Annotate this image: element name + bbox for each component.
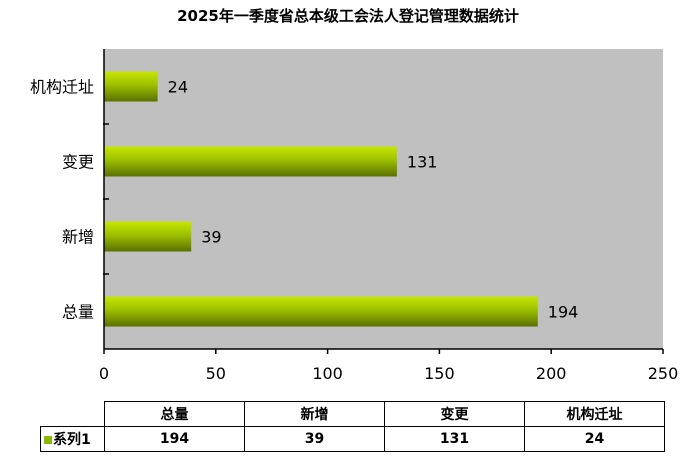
bar-0 <box>104 296 538 327</box>
x-tick-label: 50 <box>206 364 226 383</box>
data-label: 24 <box>168 78 188 97</box>
data-table-row: 系列1 194 39 131 24 <box>40 426 665 452</box>
category-label: 机构迁址 <box>30 78 94 97</box>
data-table-header: 总量 <box>104 401 245 427</box>
data-table-row-label: 系列1 <box>40 426 105 452</box>
data-table-header: 机构迁址 <box>524 401 665 427</box>
series-name: 系列1 <box>53 432 91 448</box>
x-tick-label: 100 <box>312 364 343 383</box>
data-table-cell: 24 <box>524 426 665 452</box>
data-table-header-row: 总量 新增 变更 机构迁址 <box>41 401 665 427</box>
x-tick-labels: 0 50 100 150 200 250 <box>99 349 678 383</box>
x-tick-label: 0 <box>99 364 109 383</box>
bar-1 <box>104 221 192 252</box>
category-labels: 总量 新增 变更 机构迁址 <box>30 78 94 322</box>
data-table-header: 变更 <box>384 401 525 427</box>
x-tick-label: 150 <box>424 364 455 383</box>
data-table-cell: 131 <box>384 426 525 452</box>
bar-3 <box>104 71 158 102</box>
x-tick-label: 200 <box>536 364 567 383</box>
data-table-corner <box>41 402 105 427</box>
data-label: 194 <box>548 303 579 322</box>
chart-title: 2025年一季度省总本级工会法人登记管理数据统计 <box>177 7 519 25</box>
legend-swatch <box>44 436 52 444</box>
category-label: 变更 <box>62 153 94 172</box>
data-table: 总量 新增 变更 机构迁址 系列1 194 39 131 24 <box>40 401 665 452</box>
data-label: 39 <box>201 228 221 247</box>
data-label: 131 <box>407 153 438 172</box>
data-table-header: 新增 <box>244 401 385 427</box>
data-table-cell: 39 <box>244 426 385 452</box>
bar-2 <box>104 146 397 177</box>
bars-group: 194 39 131 24 <box>103 71 579 327</box>
category-label: 新增 <box>62 228 94 247</box>
category-label: 总量 <box>62 303 94 322</box>
data-table-cell: 194 <box>104 426 245 452</box>
x-tick-label: 250 <box>648 364 679 383</box>
